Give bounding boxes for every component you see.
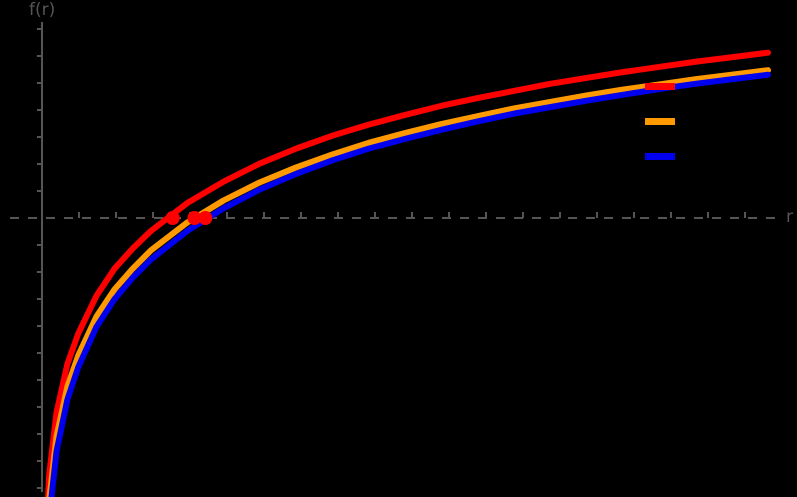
axes-group: [10, 22, 782, 492]
y-axis-label: f(r): [29, 0, 56, 20]
x-axis-label: r: [786, 207, 793, 227]
curve-blue: [48, 71, 771, 497]
legend-swatch-blue-series[interactable]: [645, 153, 675, 160]
curve-red: [45, 49, 771, 497]
red-zero-crossing-marker: [165, 211, 180, 225]
curves-group: [45, 49, 771, 497]
blue-zero-crossing-marker: [198, 211, 213, 225]
legend-group: [645, 83, 675, 160]
orange-zero-crossing-marker: [187, 211, 202, 225]
markers-group: [165, 211, 213, 225]
legend-swatch-orange-series[interactable]: [645, 118, 675, 125]
legend-swatch-red-series[interactable]: [645, 83, 675, 90]
curve-orange: [46, 67, 771, 497]
